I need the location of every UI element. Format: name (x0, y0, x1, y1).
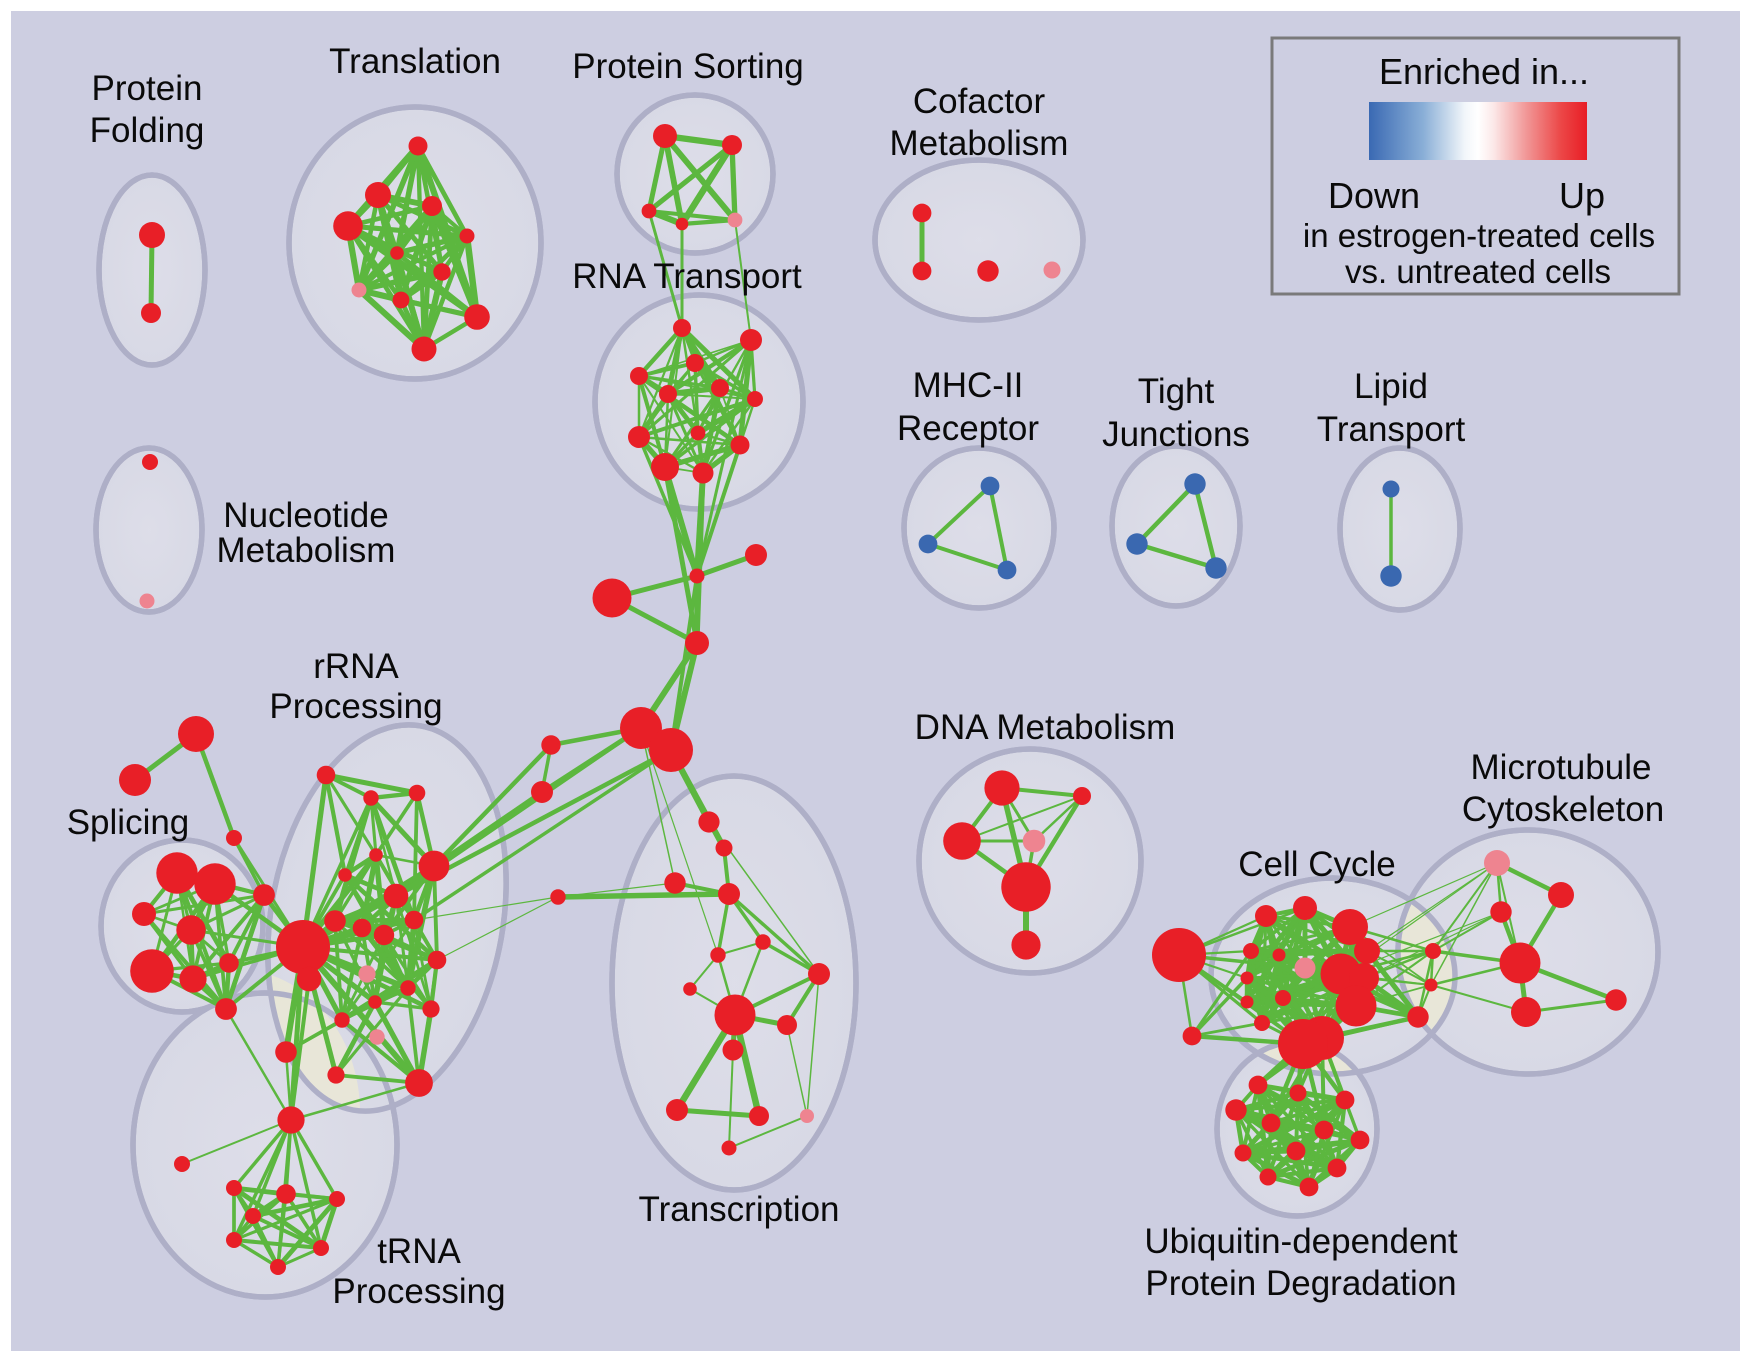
svg-text:in estrogen-treated cells: in estrogen-treated cells (1303, 217, 1655, 254)
svg-text:RNA Transport: RNA Transport (572, 257, 802, 296)
svg-text:Down: Down (1328, 175, 1420, 216)
svg-text:Enriched in...: Enriched in... (1379, 51, 1589, 92)
svg-text:Processing: Processing (269, 687, 442, 726)
svg-text:Receptor: Receptor (897, 409, 1039, 448)
svg-text:Tight: Tight (1138, 372, 1215, 411)
svg-text:Microtubule: Microtubule (1471, 748, 1652, 787)
svg-text:Processing: Processing (332, 1272, 505, 1311)
svg-text:Transport: Transport (1317, 410, 1466, 449)
svg-text:Metabolism: Metabolism (217, 531, 396, 570)
svg-text:Metabolism: Metabolism (890, 124, 1069, 163)
svg-text:rRNA: rRNA (313, 647, 399, 686)
svg-text:Protein: Protein (92, 69, 203, 108)
svg-text:Splicing: Splicing (67, 803, 190, 842)
svg-text:Protein Sorting: Protein Sorting (572, 47, 804, 86)
svg-text:tRNA: tRNA (377, 1232, 461, 1271)
svg-text:Cell Cycle: Cell Cycle (1238, 845, 1396, 884)
svg-text:DNA Metabolism: DNA Metabolism (915, 708, 1176, 747)
svg-text:Cofactor: Cofactor (913, 82, 1046, 121)
svg-text:Protein Degradation: Protein Degradation (1145, 1264, 1456, 1303)
svg-text:Cytoskeleton: Cytoskeleton (1462, 790, 1664, 829)
svg-text:Folding: Folding (90, 111, 205, 150)
svg-text:MHC-II: MHC-II (913, 366, 1024, 405)
svg-text:Nucleotide: Nucleotide (223, 496, 388, 535)
svg-text:Ubiquitin-dependent: Ubiquitin-dependent (1144, 1222, 1458, 1261)
svg-text:vs. untreated cells: vs. untreated cells (1345, 253, 1611, 290)
svg-text:Transcription: Transcription (639, 1190, 840, 1229)
svg-text:Lipid: Lipid (1354, 367, 1428, 406)
svg-text:Translation: Translation (329, 42, 501, 81)
svg-text:Junctions: Junctions (1102, 415, 1250, 454)
svg-text:Up: Up (1559, 175, 1605, 216)
